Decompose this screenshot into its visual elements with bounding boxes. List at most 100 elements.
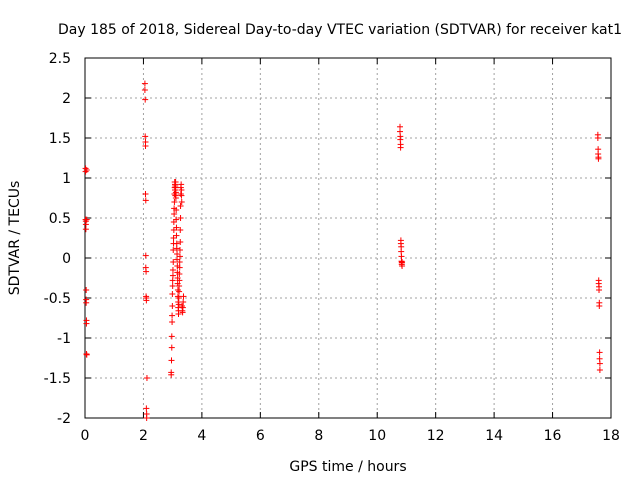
data-point [83,299,90,306]
data-point [141,87,148,93]
grid-layer [85,58,611,418]
data-point [173,245,180,252]
chart-title: Day 185 of 2018, Sidereal Day-to-day VTE… [58,22,622,38]
x-tick-label: 6 [256,428,265,444]
data-point [142,133,149,140]
x-tick-label: 2 [139,428,148,444]
data-point [176,264,183,271]
x-tick-label: 0 [81,428,90,444]
data-point [168,357,175,364]
data-point [180,293,187,300]
y-tick-label: -0.5 [44,291,71,307]
data-point [83,167,90,173]
data-point [180,299,187,305]
data-point [169,319,176,325]
y-tick-label: 2 [62,91,71,107]
data-point [596,360,603,367]
data-point [175,295,182,301]
y-tick-label: -1 [57,331,71,347]
data-point [83,351,90,358]
x-tick-label: 18 [602,428,620,444]
data-point [596,367,603,373]
data-point [596,349,603,356]
data-point [83,287,90,293]
x-axis-label: GPS time / hours [289,459,406,475]
data-point [178,199,185,205]
data-point [143,415,150,421]
y-tick-label: 1.5 [49,131,71,147]
data-point [176,253,183,260]
x-tick-label: 14 [485,428,503,444]
y-tick-label: 0 [62,251,71,267]
y-tick-label: -1.5 [44,371,71,387]
tick-layer: 0 2 4 6 8 10 12 14 16 18 -2 -1.5 -1 -0.5 0 0.5 1 1.5 2 2.5 [44,51,620,444]
data-point [178,181,185,188]
data-point [82,226,89,233]
x-tick-label: 8 [314,428,323,444]
y-tick-label: 1 [62,171,71,187]
data-point [169,267,176,273]
data-point [594,135,601,141]
data-point [172,179,179,185]
data-point [142,197,149,204]
data-point [170,247,177,253]
data-point [169,303,176,309]
data-point [142,252,149,259]
data-point [175,301,182,308]
data-point [177,227,184,233]
data-point [172,195,179,201]
data-point [168,333,175,340]
data-point [176,283,183,289]
data-point [399,259,406,265]
data-point [173,207,180,213]
data-point [170,259,177,265]
data-point [143,297,150,304]
data-point [179,304,186,311]
data-point [177,203,184,209]
data-point [178,187,185,193]
data-point [83,216,90,223]
data-point [143,375,150,381]
data-point [178,192,185,199]
data-point [142,143,149,149]
data-point [173,232,180,239]
x-tick-label: 12 [427,428,445,444]
data-point [176,277,183,284]
data-point [176,247,183,253]
data-point [397,144,404,151]
data-point [169,272,176,279]
y-tick-label: 0.5 [49,211,71,227]
plot-frame [84,57,612,419]
points-layer [82,80,603,421]
data-point [168,369,175,376]
data-point [176,288,183,295]
data-point [173,216,180,223]
data-point [171,199,178,205]
data-point [173,224,180,231]
data-point [169,312,176,319]
data-point [596,287,603,293]
data-point [171,211,178,217]
data-point [176,259,183,265]
data-point [142,191,149,197]
data-point [169,283,176,289]
x-tick-label: 10 [368,428,386,444]
data-point [142,96,149,103]
data-point [595,155,602,162]
data-point [177,239,184,245]
data-point [83,320,90,327]
data-point [168,344,175,351]
x-tick-label: 16 [544,428,562,444]
data-point [596,303,603,309]
y-tick-label: 2.5 [49,51,71,67]
y-tick-label: -2 [57,411,71,427]
data-point [169,291,176,297]
data-point [172,189,179,196]
data-point [143,268,150,275]
x-tick-label: 4 [197,428,206,444]
data-point [176,271,183,277]
data-point [177,215,184,221]
data-point [141,80,148,87]
